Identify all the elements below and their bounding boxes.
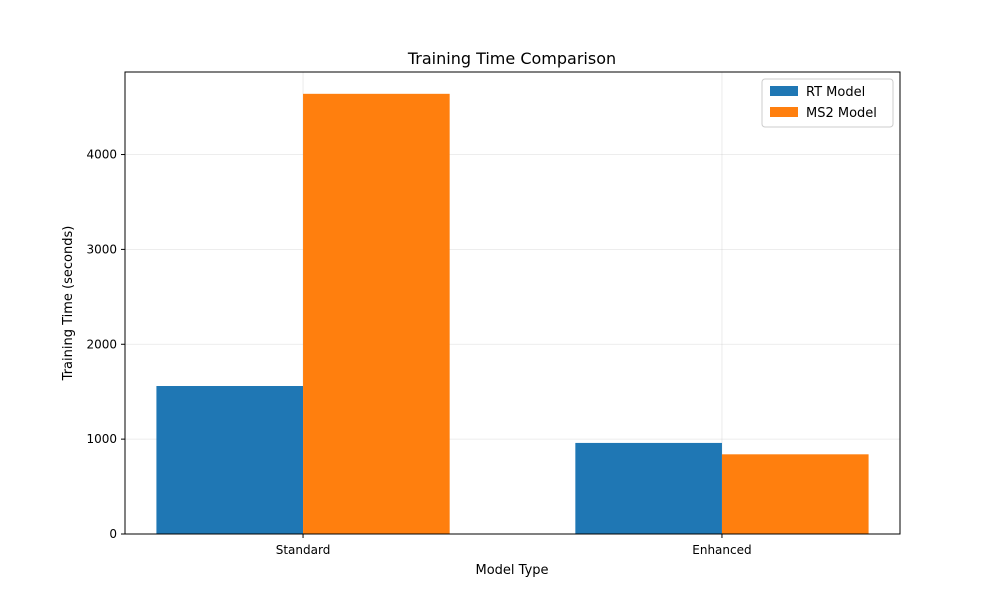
bars (156, 93, 869, 534)
y-tick-label: 4000 (86, 148, 117, 162)
legend-swatch-ms2-model (770, 107, 798, 117)
legend-swatch-rt-model (770, 86, 798, 96)
y-tick-label: 1000 (86, 432, 117, 446)
y-tick-label: 3000 (86, 242, 117, 256)
plot-area-frame (124, 71, 901, 535)
bar-ms2-model-enhanced (721, 454, 869, 534)
y-axis-label: Training Time (seconds) (61, 226, 76, 382)
legend-label-ms2-model: MS2 Model (806, 106, 877, 121)
bar-rt-model-enhanced (575, 442, 722, 534)
bar-rt-model-standard (156, 386, 304, 534)
legend-label-rt-model: RT Model (806, 85, 865, 100)
x-axis-label: Model Type (475, 563, 548, 578)
x-tick-label-enhanced: Enhanced (692, 543, 751, 557)
legend: RT Model MS2 Model (761, 78, 894, 128)
x-tick-label-standard: Standard (276, 543, 331, 557)
y-tick-label: 0 (109, 527, 117, 541)
bar-ms2-model-standard (303, 93, 450, 534)
y-axis-ticks: 0 1000 2000 3000 4000 (86, 148, 125, 541)
chart-title: Training Time Comparison (407, 49, 616, 68)
y-tick-label: 2000 (86, 337, 117, 351)
x-axis-ticks: Standard Enhanced (276, 534, 752, 557)
